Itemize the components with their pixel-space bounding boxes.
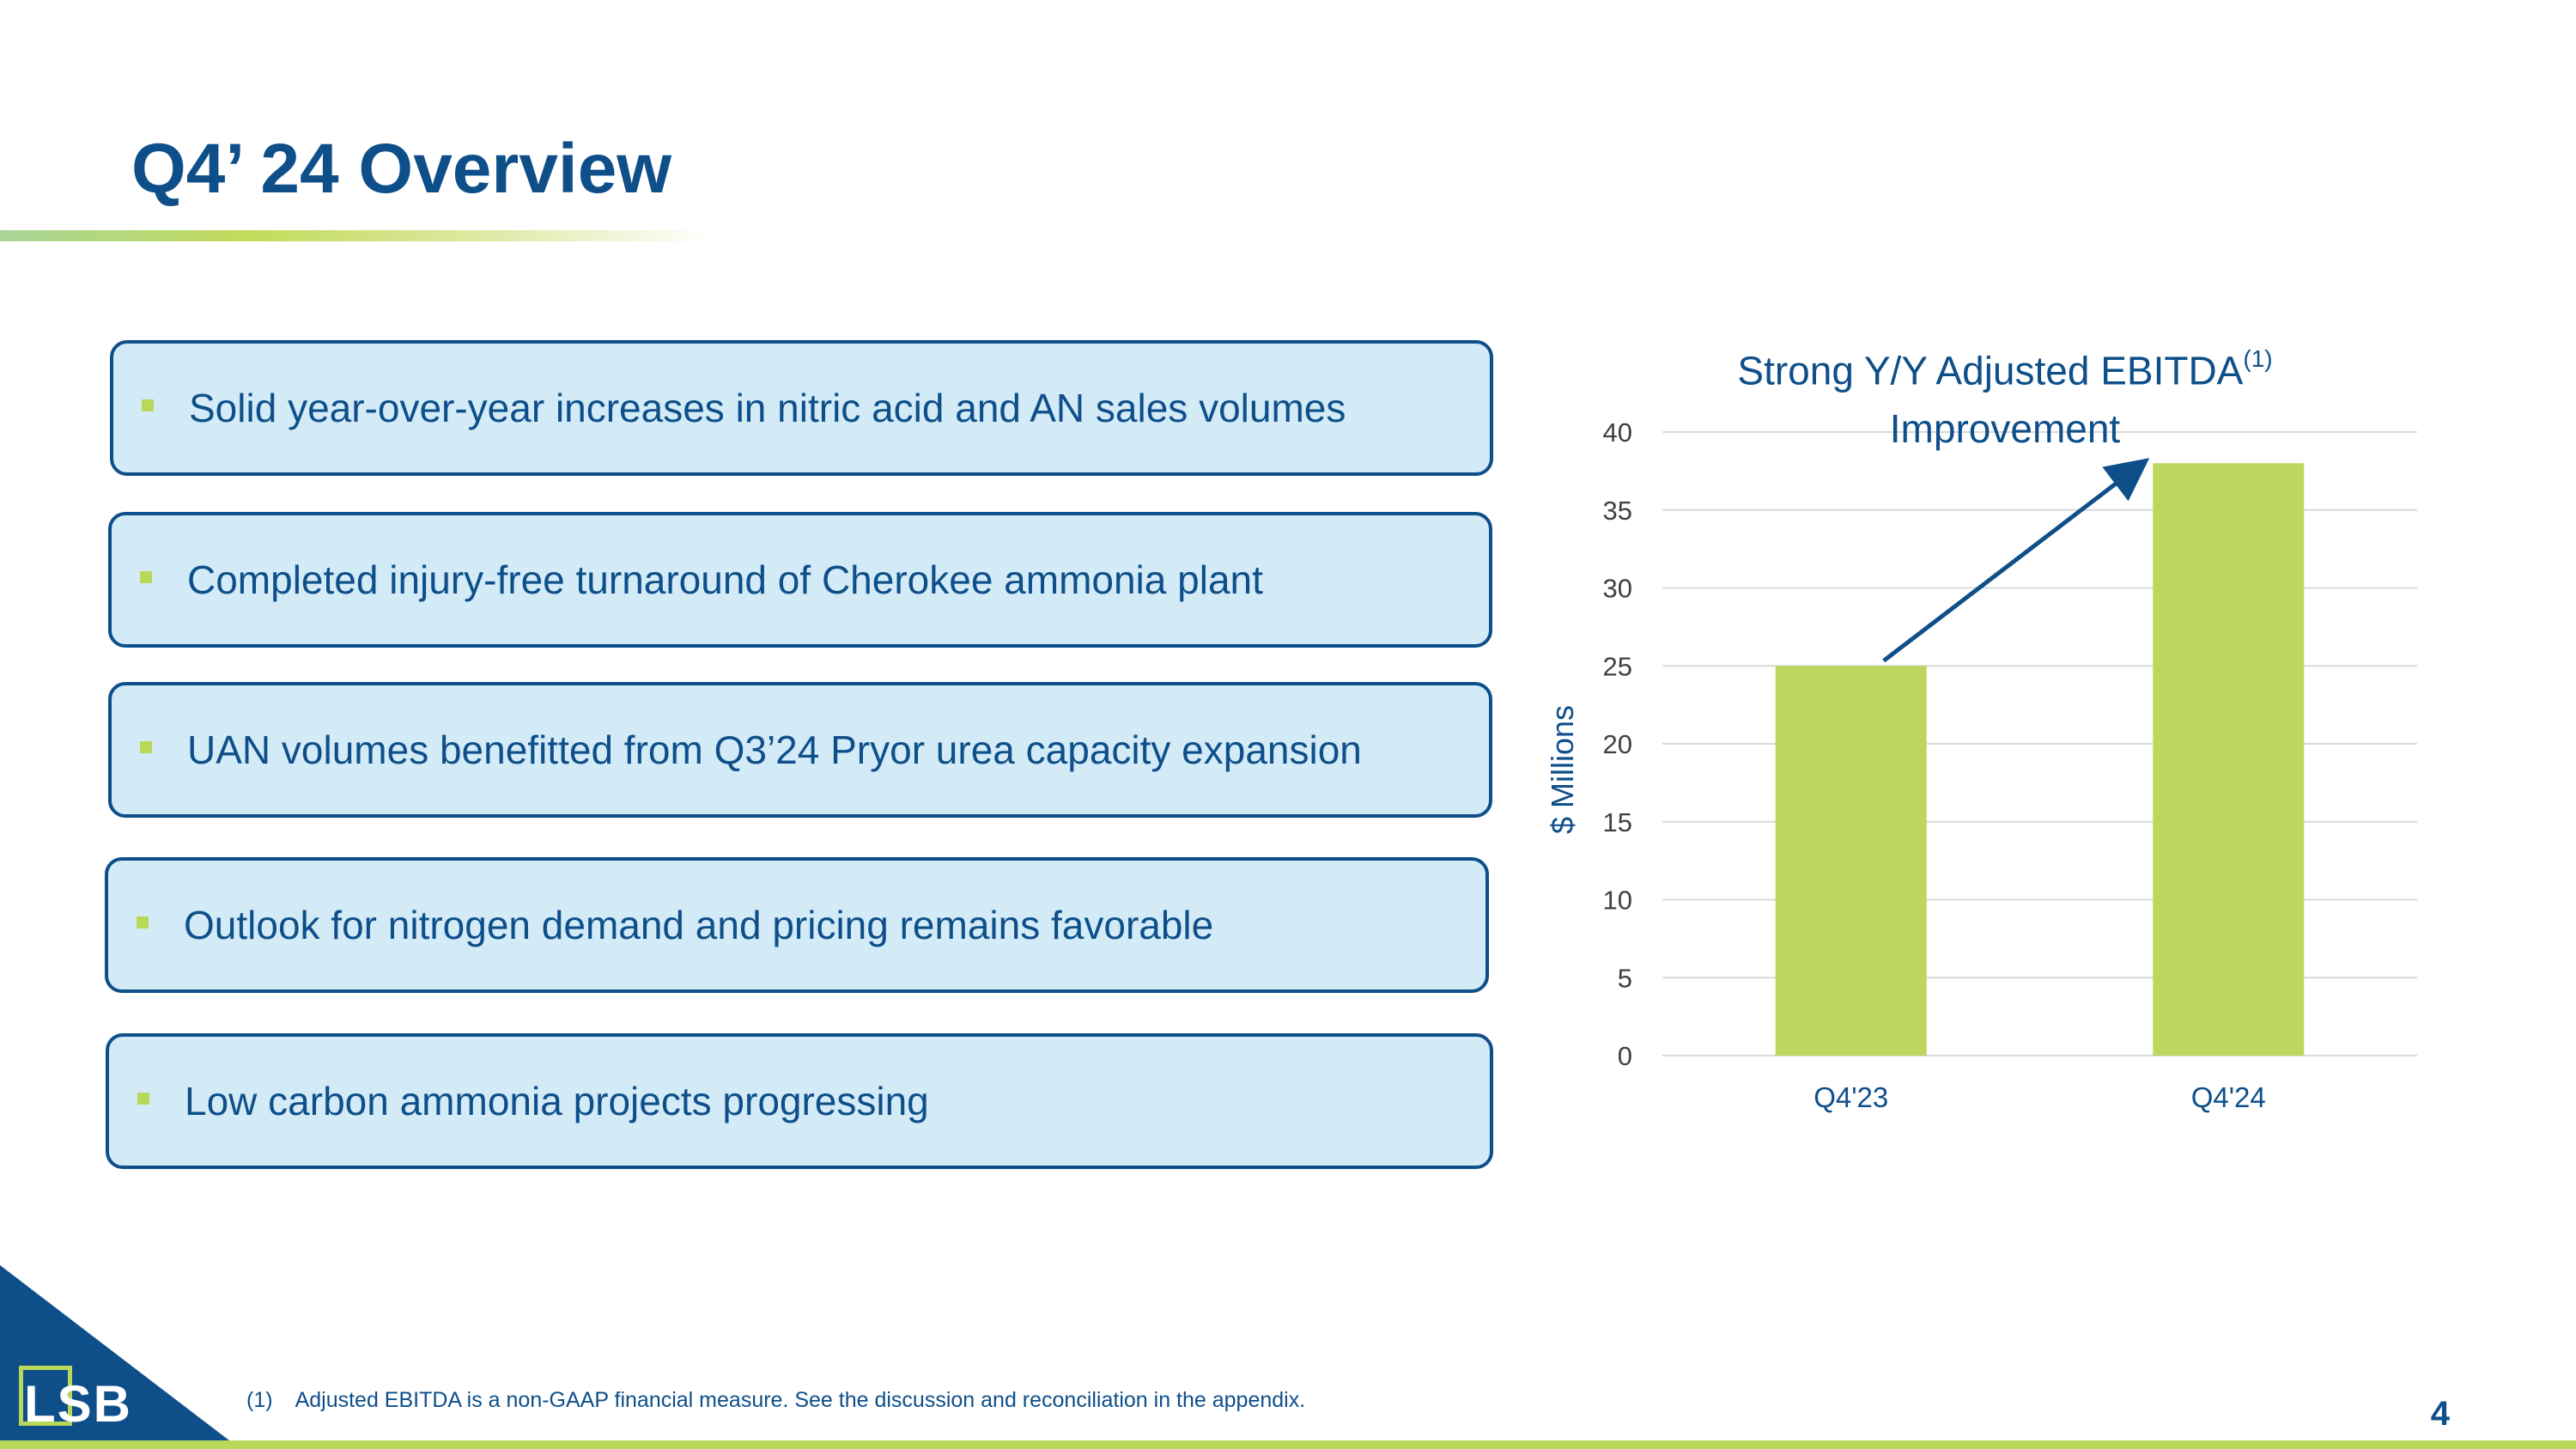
logo-corner-triangle: [0, 1265, 240, 1449]
increase-arrow: [1882, 458, 2150, 663]
highlight-text: Solid year-over-year increases in nitric…: [189, 386, 1346, 430]
bar-q424: [2153, 463, 2305, 1056]
x-tick-label: Q4'23: [1814, 1081, 1888, 1113]
logo-frame: [19, 1366, 72, 1426]
page-number: 4: [2430, 1395, 2450, 1433]
highlight-text: UAN volumes benefitted from Q3’24 Pryor …: [187, 728, 1362, 772]
y-tick-label: 30: [1603, 574, 1632, 604]
bottom-accent-bar: [0, 1440, 2576, 1449]
bullet-icon: [142, 399, 154, 411]
y-tick-label: 15: [1603, 807, 1632, 837]
y-tick-label: 5: [1618, 963, 1632, 993]
footnote-marker: (1): [246, 1388, 273, 1412]
highlight-card-5: Low carbon ammonia projects progressing: [106, 1033, 1493, 1169]
y-tick-label: 40: [1603, 417, 1632, 447]
chart-title-superscript: (1): [2243, 345, 2273, 372]
y-tick-label: 20: [1603, 729, 1632, 759]
chart-title-line2: Improvement: [1889, 406, 2121, 452]
highlight-card-1: Solid year-over-year increases in nitric…: [110, 340, 1493, 476]
title-underline: [0, 230, 713, 241]
highlight-text: Low carbon ammonia projects progressing: [185, 1079, 929, 1123]
footnote-text: Adjusted EBITDA is a non-GAAP financial …: [295, 1388, 1306, 1412]
slide-title: Q4’ 24 Overview: [131, 130, 672, 208]
highlight-card-4: Outlook for nitrogen demand and pricing …: [105, 857, 1489, 993]
y-axis-label: $ Millions: [1545, 705, 1580, 834]
highlight-text: Outlook for nitrogen demand and pricing …: [184, 903, 1214, 947]
bullet-icon: [140, 571, 152, 583]
chart-title-text: Strong Y/Y Adjusted EBITDA: [1737, 348, 2244, 393]
highlight-card-3: UAN volumes benefitted from Q3’24 Pryor …: [108, 682, 1492, 818]
bullet-icon: [137, 916, 149, 928]
company-logo: LSB: [24, 1375, 132, 1433]
bullet-icon: [137, 1093, 149, 1105]
y-tick-label: 25: [1603, 651, 1632, 681]
highlight-text: Completed injury-free turnaround of Cher…: [187, 557, 1263, 602]
y-tick-label: 35: [1603, 496, 1632, 526]
bar-q423: [1775, 666, 1927, 1056]
y-tick-label: 10: [1603, 886, 1632, 916]
chart-title: Strong Y/Y Adjusted EBITDA(1) Improvemen…: [1704, 333, 2306, 458]
highlight-card-2: Completed injury-free turnaround of Cher…: [108, 512, 1492, 648]
x-tick-label: Q4'24: [2191, 1081, 2266, 1113]
bullet-icon: [140, 741, 152, 753]
footnote: (1) Adjusted EBITDA is a non-GAAP financi…: [246, 1388, 1305, 1413]
y-tick-label: 0: [1618, 1041, 1632, 1071]
